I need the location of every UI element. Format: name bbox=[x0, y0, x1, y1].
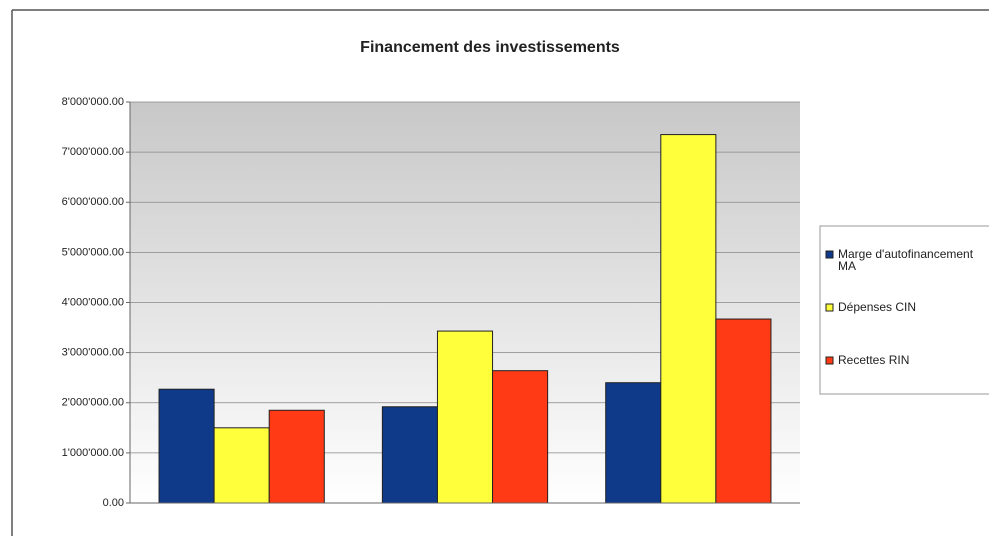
y-tick-label: 8'000'000.00 bbox=[62, 96, 124, 108]
legend-label: Dépenses CIN bbox=[838, 300, 916, 314]
bar bbox=[605, 382, 662, 504]
legend-label: Recettes RIN bbox=[838, 353, 909, 367]
y-tick-label: 5'000'000.00 bbox=[62, 246, 124, 258]
y-tick-label: 1'000'000.00 bbox=[62, 447, 124, 459]
bar bbox=[158, 388, 215, 504]
y-tick-label: 4'000'000.00 bbox=[62, 296, 124, 308]
legend-swatch bbox=[825, 250, 834, 259]
bar bbox=[436, 330, 494, 504]
legend-swatch bbox=[825, 356, 834, 365]
y-tick-label: 6'000'000.00 bbox=[62, 196, 124, 208]
y-tick-label: 2'000'000.00 bbox=[62, 397, 124, 409]
y-tick-label: 0.00 bbox=[103, 497, 124, 509]
bar bbox=[381, 406, 438, 504]
y-tick-label: 7'000'000.00 bbox=[62, 146, 124, 158]
legend-swatch bbox=[825, 303, 834, 312]
chart-title: Financement des investissements bbox=[360, 39, 620, 56]
bar bbox=[715, 318, 772, 504]
bar bbox=[660, 134, 717, 504]
bar bbox=[213, 427, 270, 504]
legend-box bbox=[819, 225, 989, 395]
bar bbox=[492, 370, 549, 504]
y-tick-label: 3'000'000.00 bbox=[62, 347, 124, 359]
bar bbox=[268, 409, 325, 504]
legend-label: Marge d'autofinancement MA bbox=[838, 247, 974, 273]
